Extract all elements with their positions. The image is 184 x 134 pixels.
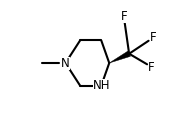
Text: N: N xyxy=(61,57,70,70)
Text: NH: NH xyxy=(93,79,110,92)
Polygon shape xyxy=(109,51,130,63)
Text: F: F xyxy=(150,31,156,44)
Text: F: F xyxy=(148,60,155,74)
Text: F: F xyxy=(121,10,127,23)
